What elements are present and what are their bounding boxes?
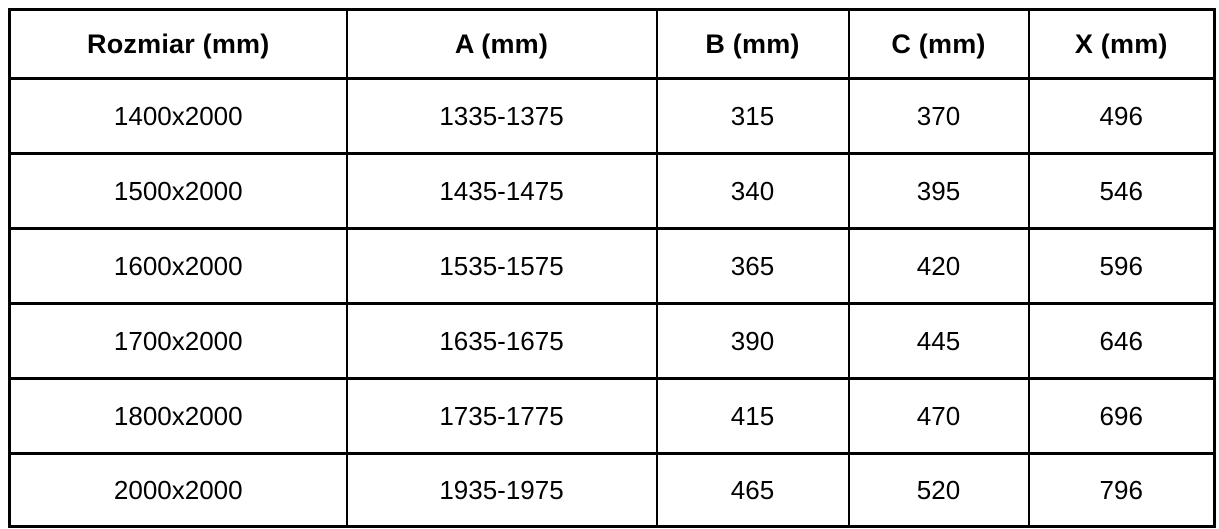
table-row: 1800x2000 1735-1775 415 470 696 [8, 377, 1216, 455]
cell-x: 696 [1027, 377, 1216, 455]
table-header: Rozmiar (mm) A (mm) B (mm) C (mm) X (mm) [8, 8, 1216, 80]
cell-a: 1535-1575 [345, 227, 658, 305]
column-header-x: X (mm) [1027, 8, 1216, 80]
cell-x: 546 [1027, 152, 1216, 230]
table-row: 1400x2000 1335-1375 315 370 496 [8, 77, 1216, 155]
cell-a: 1735-1775 [345, 377, 658, 455]
cell-rozmiar: 1400x2000 [8, 77, 348, 155]
cell-a: 1635-1675 [345, 302, 658, 380]
cell-c: 395 [847, 152, 1030, 230]
cell-a: 1435-1475 [345, 152, 658, 230]
cell-b: 365 [655, 227, 850, 305]
cell-c: 445 [847, 302, 1030, 380]
header-row: Rozmiar (mm) A (mm) B (mm) C (mm) X (mm) [8, 8, 1216, 80]
cell-rozmiar: 1600x2000 [8, 227, 348, 305]
cell-x: 496 [1027, 77, 1216, 155]
cell-rozmiar: 2000x2000 [8, 452, 348, 528]
cell-rozmiar: 1700x2000 [8, 302, 348, 380]
column-header-b: B (mm) [655, 8, 850, 80]
cell-rozmiar: 1800x2000 [8, 377, 348, 455]
cell-a: 1935-1975 [345, 452, 658, 528]
column-header-rozmiar: Rozmiar (mm) [8, 8, 348, 80]
cell-a: 1335-1375 [345, 77, 658, 155]
cell-c: 370 [847, 77, 1030, 155]
cell-c: 420 [847, 227, 1030, 305]
table-row: 2000x2000 1935-1975 465 520 796 [8, 452, 1216, 528]
cell-b: 415 [655, 377, 850, 455]
cell-c: 470 [847, 377, 1030, 455]
cell-x: 646 [1027, 302, 1216, 380]
cell-x: 796 [1027, 452, 1216, 528]
cell-b: 340 [655, 152, 850, 230]
cell-c: 520 [847, 452, 1030, 528]
cell-x: 596 [1027, 227, 1216, 305]
cell-b: 465 [655, 452, 850, 528]
cell-b: 390 [655, 302, 850, 380]
table-row: 1700x2000 1635-1675 390 445 646 [8, 302, 1216, 380]
table-row: 1500x2000 1435-1475 340 395 546 [8, 152, 1216, 230]
table-row: 1600x2000 1535-1575 365 420 596 [8, 227, 1216, 305]
size-spec-table: Rozmiar (mm) A (mm) B (mm) C (mm) X (mm)… [8, 8, 1216, 528]
cell-rozmiar: 1500x2000 [8, 152, 348, 230]
table-body: 1400x2000 1335-1375 315 370 496 1500x200… [8, 77, 1216, 528]
column-header-c: C (mm) [847, 8, 1030, 80]
cell-b: 315 [655, 77, 850, 155]
column-header-a: A (mm) [345, 8, 658, 80]
